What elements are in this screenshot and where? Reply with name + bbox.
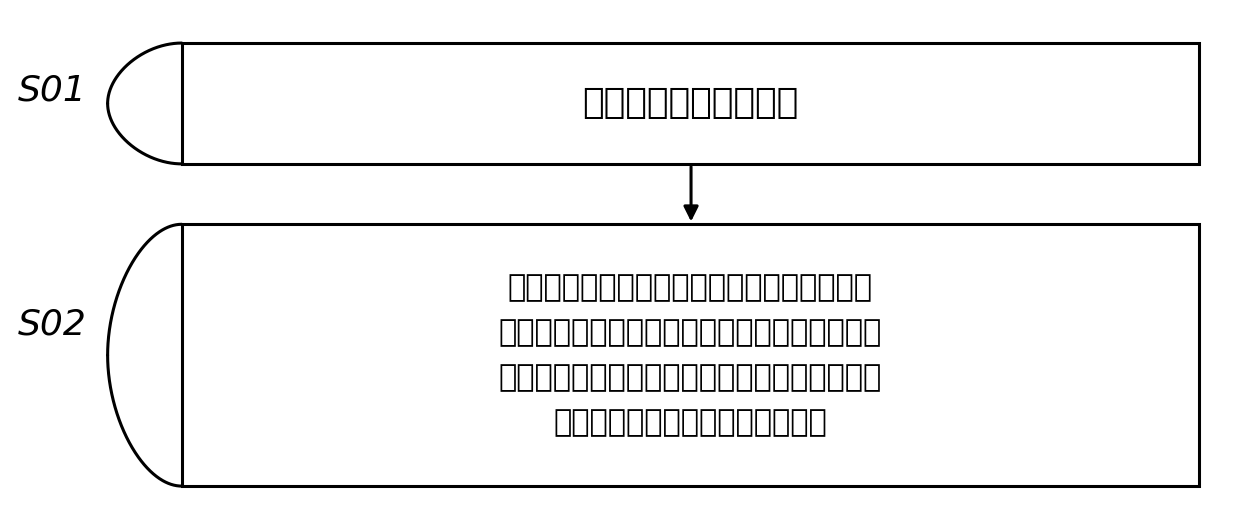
Text: 提供至少三个浸润单元: 提供至少三个浸润单元: [582, 87, 799, 121]
Bar: [182, 224, 1199, 486]
Bar: [182, 43, 1199, 164]
Text: 将锂离子电池负极片依次引入所述第一浸润单
元、第二浸润单元，最后引入所述末位浸润单元
中，并依次没入各所述浸润单元所含的所述电解
液中分别进行浸润处理和充电处理: 将锂离子电池负极片依次引入所述第一浸润单 元、第二浸润单元，最后引入所述末位浸润…: [499, 273, 882, 437]
Text: S01: S01: [17, 74, 87, 108]
Text: S02: S02: [17, 308, 87, 342]
